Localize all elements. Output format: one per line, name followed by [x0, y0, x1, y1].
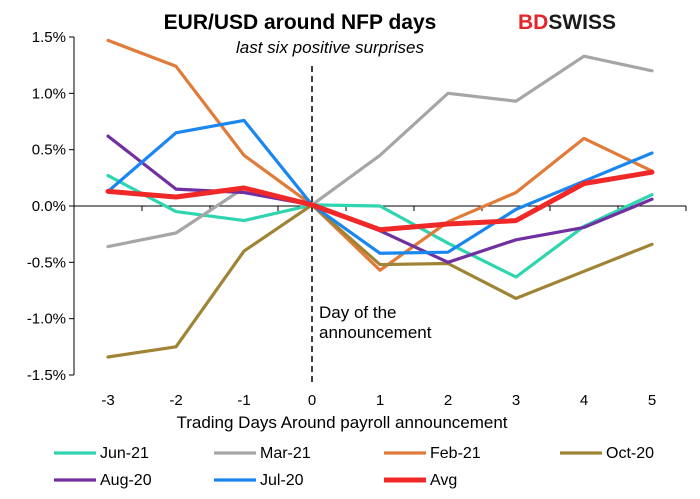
series-line-avg: [105, 169, 655, 233]
y-tick-label: -1.0%: [27, 311, 66, 328]
logo-part-swiss: SWISS: [548, 11, 616, 34]
x-tick-label: -1: [237, 392, 250, 409]
y-tick-label: -1.5%: [27, 367, 66, 384]
series-line-jun-21: [106, 174, 654, 279]
y-tick-label: 0.0%: [32, 198, 66, 215]
series-line-oct-20: [106, 203, 654, 359]
x-tick-label: 5: [648, 392, 656, 409]
svg-text:BDSWISS: BDSWISS: [518, 11, 616, 34]
x-tick-label: 2: [444, 392, 452, 409]
series-line-feb-21: [106, 38, 654, 272]
legend-item-aug-20: Aug-20: [54, 472, 152, 489]
annotation-line-2: announcement: [319, 323, 432, 342]
legend-label: Mar-21: [260, 445, 311, 462]
series-line-mar-21: [106, 54, 654, 249]
legend-item-jun-21: Jun-21: [54, 445, 149, 462]
x-tick-label: 0: [308, 392, 316, 409]
legend-label: Feb-21: [430, 445, 481, 462]
chart-title: EUR/USD around NFP days: [164, 11, 437, 34]
y-tick-label: -0.5%: [27, 254, 66, 271]
x-tick-label: -3: [101, 392, 114, 409]
legend-item-feb-21: Feb-21: [384, 445, 481, 462]
legend-label: Aug-20: [100, 472, 152, 489]
legend: Jun-21 Mar-21 Feb-21 Oct-20 Aug-20 Jul-20 Avg: [54, 445, 654, 489]
legend-item-jul-20: Jul-20: [214, 472, 304, 489]
x-tick-label: 1: [376, 392, 384, 409]
y-tick-label: 1.5%: [32, 29, 66, 46]
legend-label: Oct-20: [606, 445, 654, 462]
legend-label: Jun-21: [100, 445, 149, 462]
x-tick-label: 4: [580, 392, 588, 409]
bdswiss-logo: BDSWISS: [518, 11, 616, 34]
legend-label: Jul-20: [260, 472, 304, 489]
chart-subtitle: last six positive surprises: [236, 38, 425, 57]
x-tick-label: 3: [512, 392, 520, 409]
y-tick-label: 1.0%: [32, 85, 66, 102]
series-line-jul-20: [106, 118, 654, 255]
legend-item-mar-21: Mar-21: [214, 445, 311, 462]
legend-item-avg: Avg: [384, 472, 457, 489]
logo-part-bd: BD: [518, 11, 548, 34]
legend-label: Avg: [430, 472, 457, 489]
series-lines: [105, 38, 655, 359]
x-axis-title: Trading Days Around payroll announcement: [176, 413, 507, 432]
x-tick-label: -2: [169, 392, 182, 409]
y-tick-label: 0.5%: [32, 142, 66, 159]
legend-item-oct-20: Oct-20: [560, 445, 654, 462]
annotation-line-1: Day of the: [319, 303, 397, 322]
y-axis: -1.5% -1.0% -0.5% 0.0% 0.5% 1.0% 1.5%: [27, 29, 75, 384]
